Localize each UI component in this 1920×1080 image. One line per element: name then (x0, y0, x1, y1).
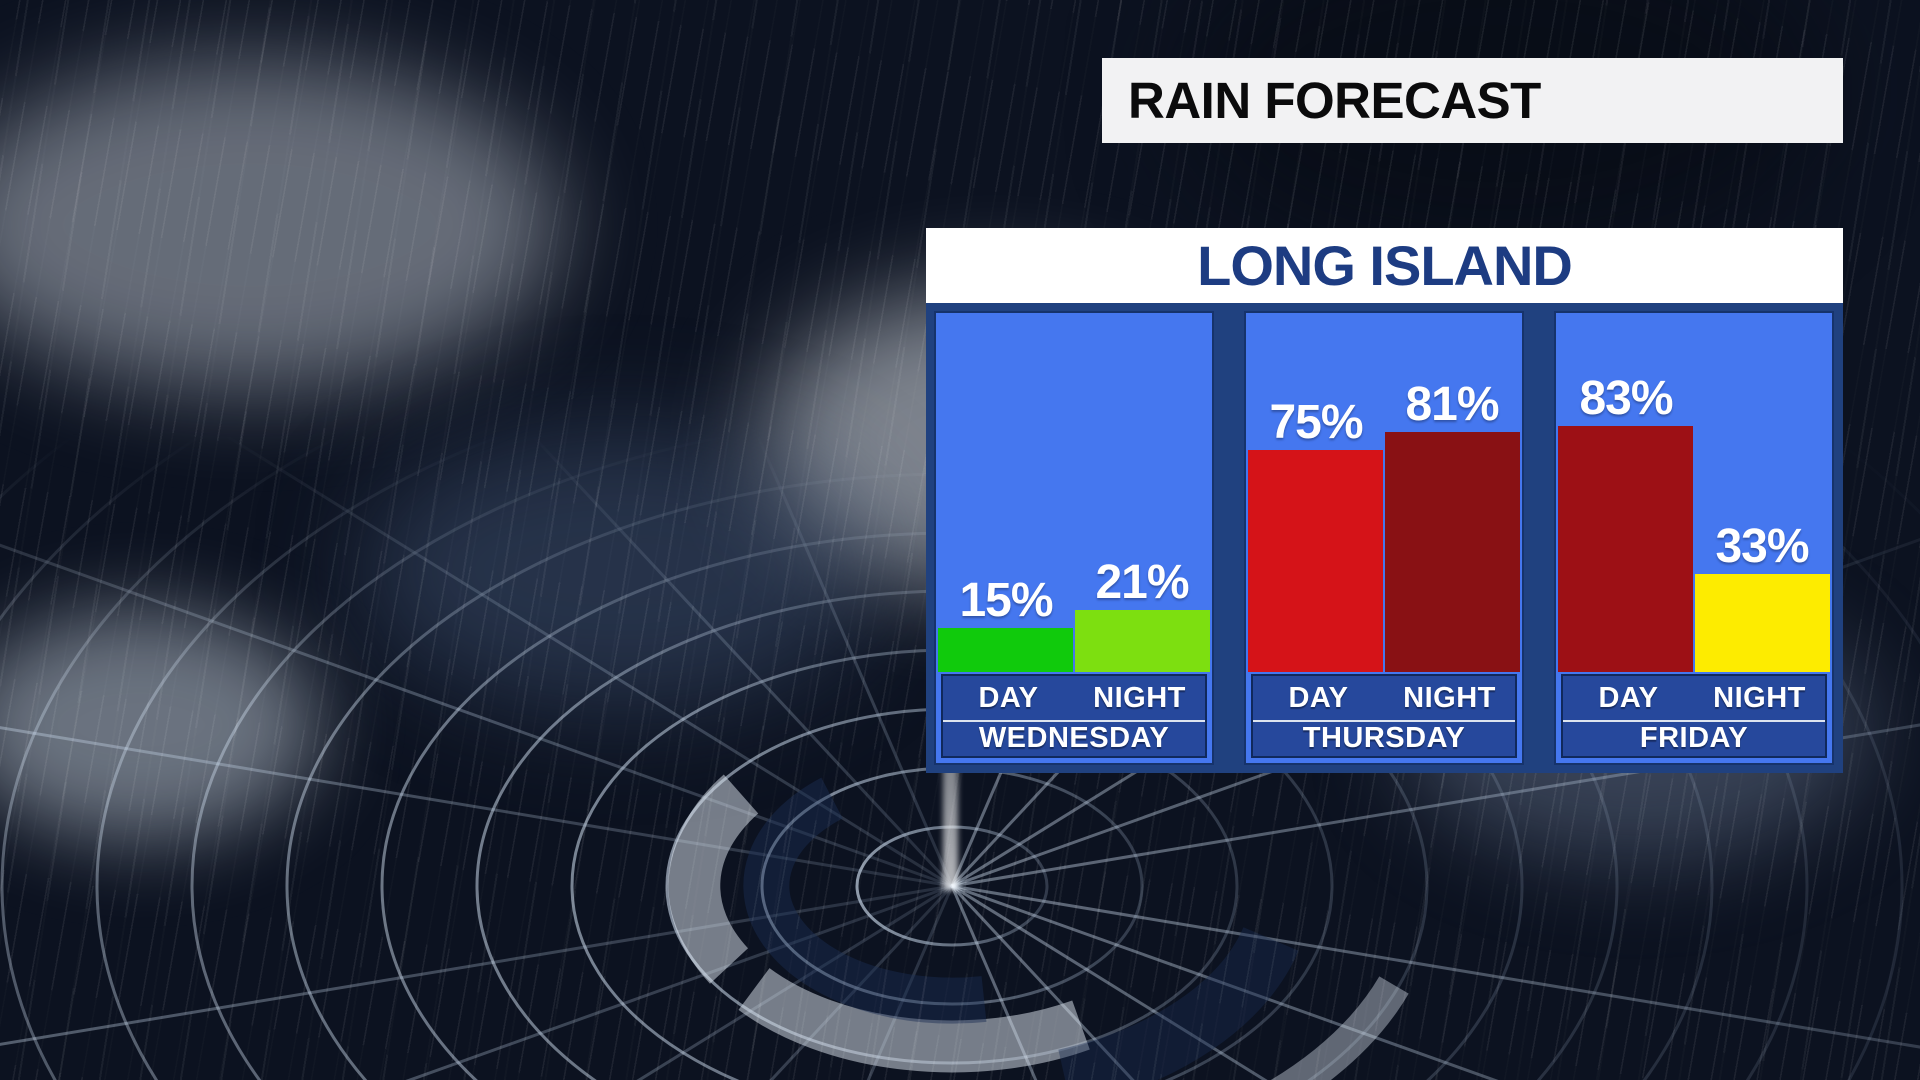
day-name: WEDNESDAY (978, 721, 1170, 754)
forecast-panel-friday: 83% 33% DAY NIGHT FRIDAY (1554, 311, 1834, 765)
night-bar (1695, 574, 1830, 672)
radar-dark-arc (743, 777, 987, 1024)
day-bar (938, 628, 1073, 672)
forecast-panel-thursday: 75% 81% DAY NIGHT THURSDAY (1244, 311, 1524, 765)
cloud-shadow (360, 430, 880, 710)
day-bar (1248, 450, 1383, 672)
region-banner: LONG ISLAND (926, 228, 1843, 303)
cloud-highlight (0, 610, 320, 840)
day-label: DAY (1598, 681, 1659, 714)
panel-label-box: DAY NIGHT THURSDAY (1251, 674, 1517, 758)
radar-arc-segment (738, 967, 1090, 1073)
radar-dark-arc (1058, 926, 1299, 1080)
night-bar (1075, 610, 1210, 672)
day-night-row: DAY NIGHT (943, 676, 1205, 720)
night-value-label: 81% (1405, 378, 1499, 431)
night-value-label: 33% (1715, 520, 1809, 573)
day-night-row: DAY NIGHT (1253, 676, 1515, 720)
separator-line (1563, 720, 1825, 722)
rain-forecast-title: RAIN FORECAST (1128, 72, 1541, 129)
day-bar (1558, 426, 1693, 672)
panel-label-box: DAY NIGHT FRIDAY (1561, 674, 1827, 758)
day-name: THURSDAY (1302, 721, 1466, 754)
panel-label-box: DAY NIGHT WEDNESDAY (941, 674, 1207, 758)
forecast-block: LONG ISLAND 15% 21% DAY NIGHT WEDNESDAY (926, 228, 1843, 773)
forecast-panel-wednesday: 15% 21% DAY NIGHT WEDNESDAY (934, 311, 1214, 765)
day-name: FRIDAY (1639, 721, 1749, 754)
day-value-label: 15% (959, 574, 1053, 627)
forecast-panels-frame: 15% 21% DAY NIGHT WEDNESDAY 75% 81% (926, 303, 1843, 773)
night-label: NIGHT (1403, 681, 1496, 714)
day-value-label: 75% (1269, 396, 1363, 449)
region-title: LONG ISLAND (1197, 234, 1573, 297)
day-night-row: DAY NIGHT (1563, 676, 1825, 720)
night-label: NIGHT (1713, 681, 1806, 714)
night-value-label: 21% (1095, 556, 1189, 609)
night-bar (1385, 432, 1520, 672)
day-label: DAY (978, 681, 1039, 714)
separator-line (943, 720, 1205, 722)
separator-line (1253, 720, 1515, 722)
day-label: DAY (1288, 681, 1349, 714)
radar-arc-segment (668, 774, 759, 984)
night-label: NIGHT (1093, 681, 1186, 714)
day-value-label: 83% (1579, 372, 1673, 425)
radar-arc-segment (1270, 976, 1409, 1080)
rain-forecast-banner: RAIN FORECAST (1102, 58, 1843, 143)
